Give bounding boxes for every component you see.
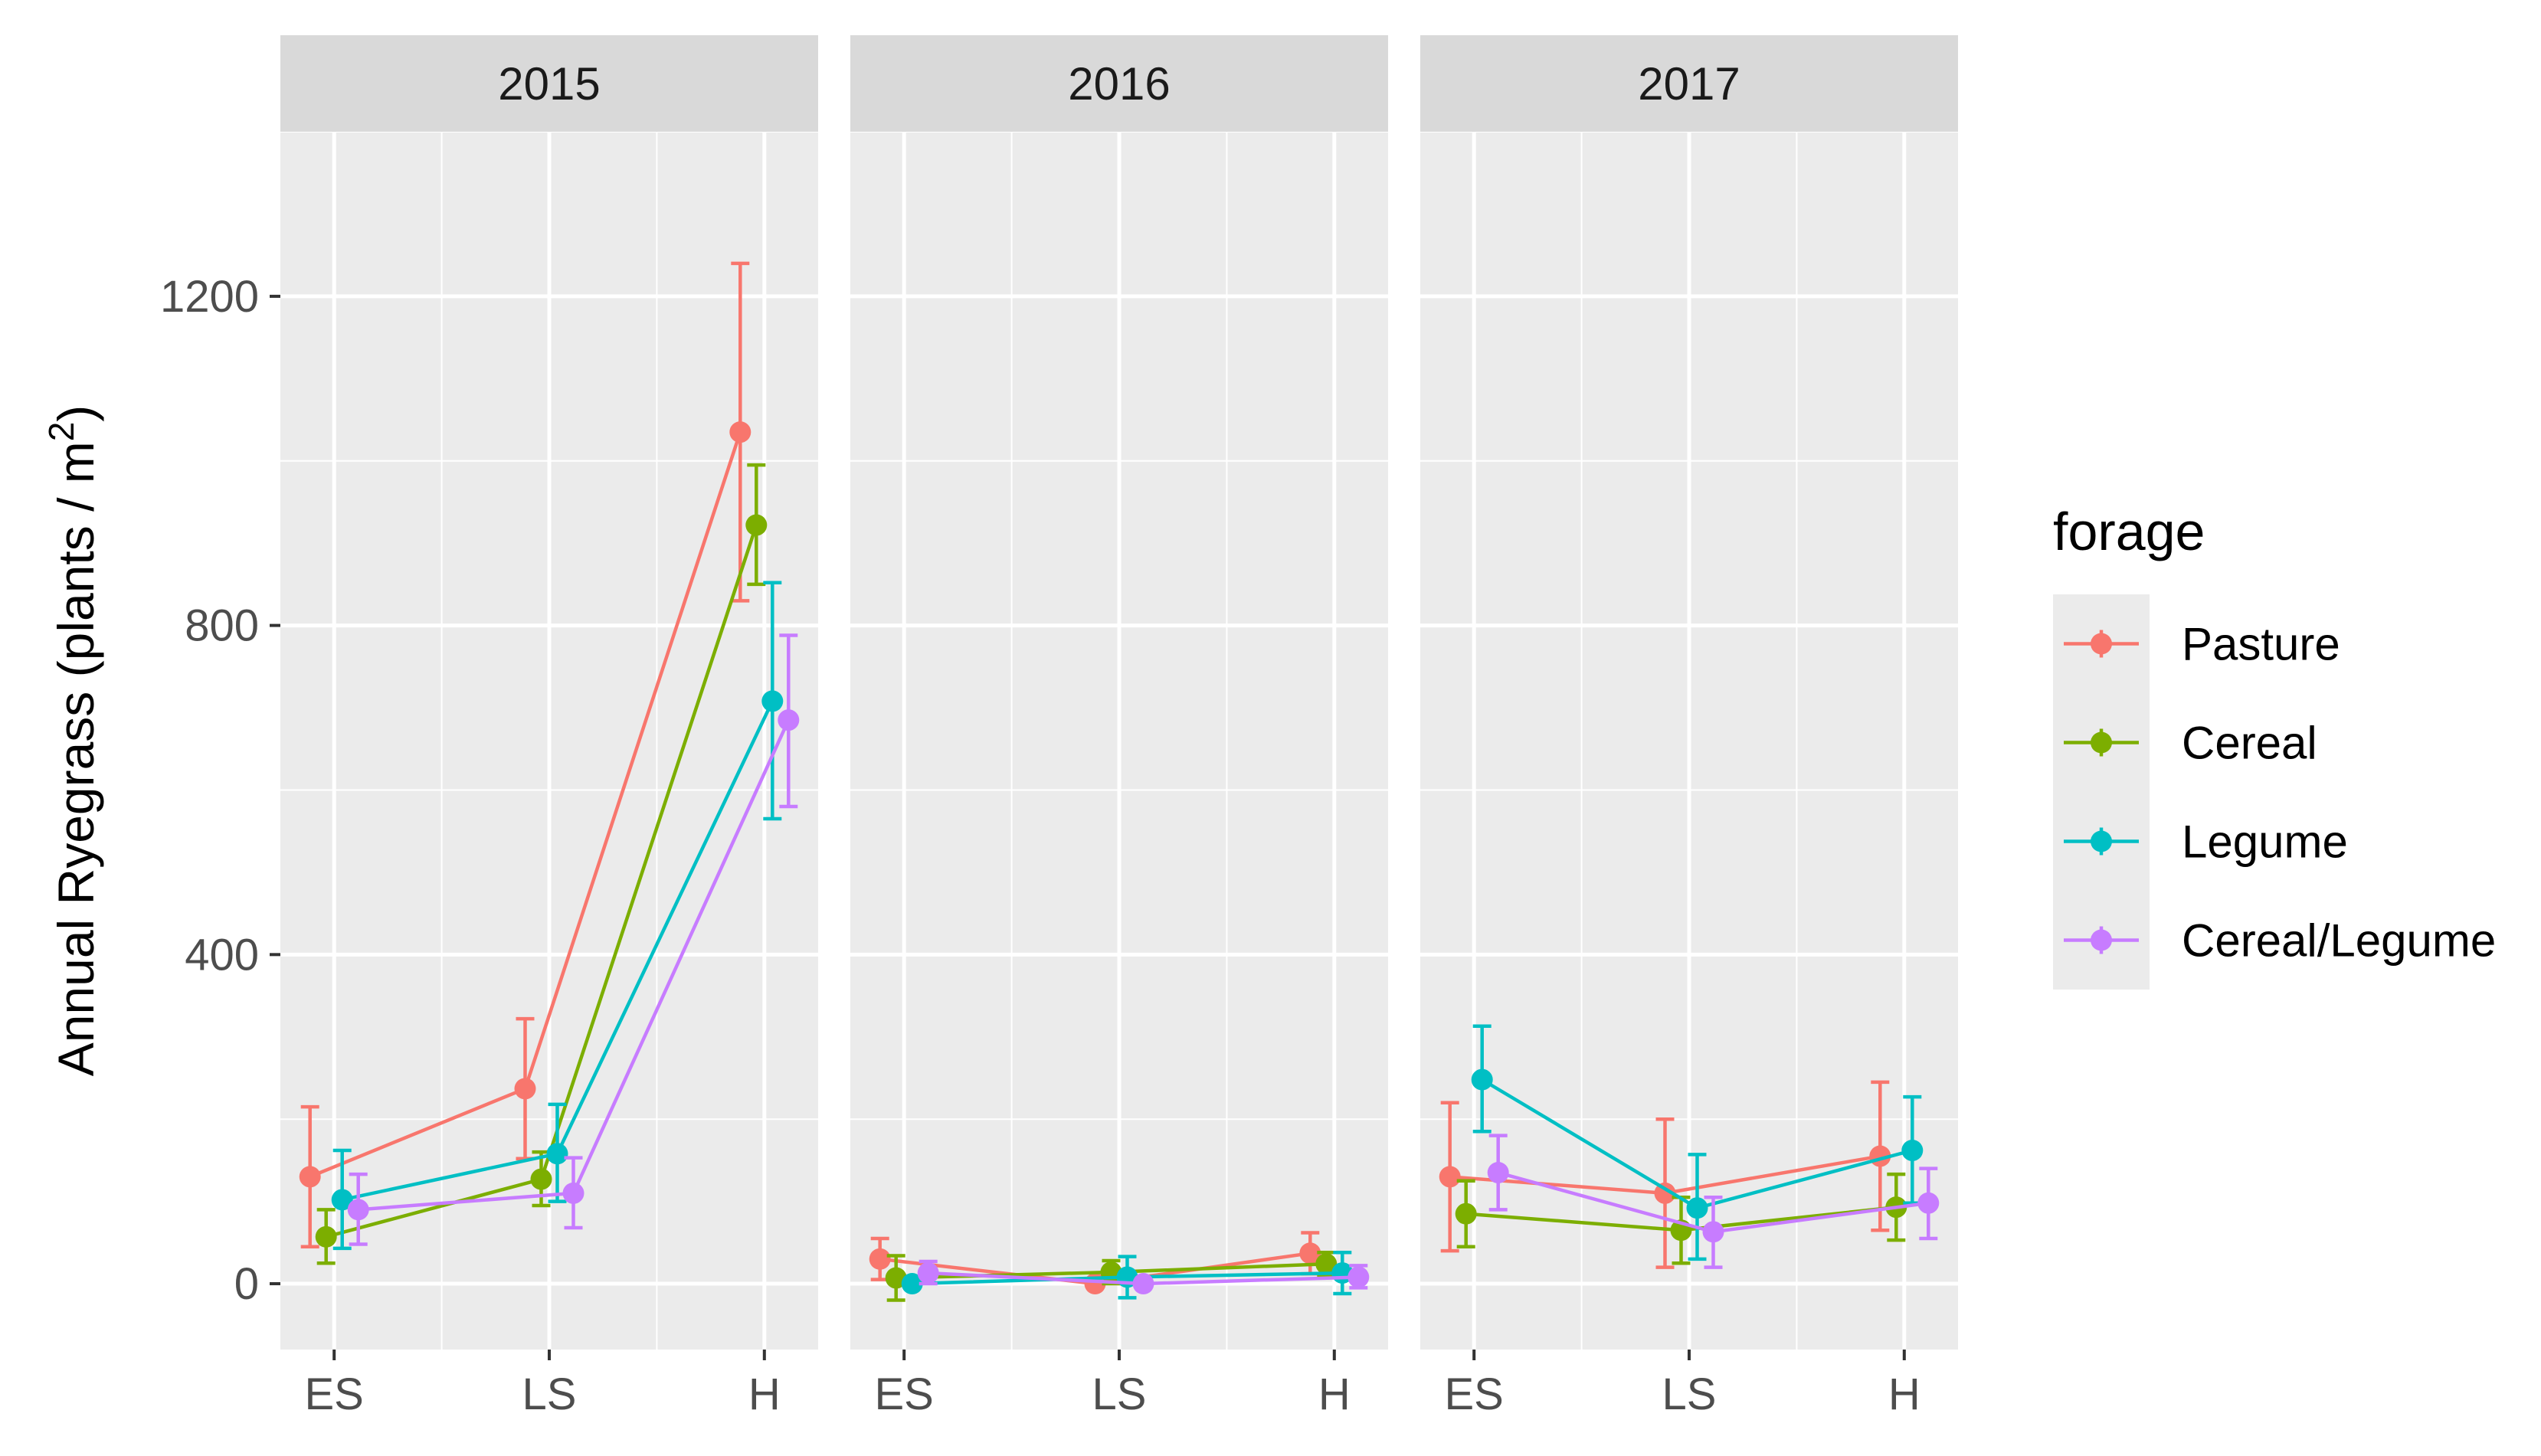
legend-label: Cereal/Legume: [2182, 915, 2496, 967]
data-point: [546, 1143, 568, 1165]
axes: ES LS H ES LS H ES LS H 0 400 800 1200 Annual Ryegras…: [41, 272, 1920, 1419]
data-point: [869, 1248, 891, 1270]
data-point: [514, 1078, 536, 1100]
facet-strip-label: 2015: [498, 58, 600, 110]
y-tick-label: 400: [185, 930, 259, 980]
y-tick-label: 1200: [160, 272, 259, 322]
y-tick-label: 800: [185, 601, 259, 651]
data-point: [917, 1262, 939, 1284]
data-point: [1299, 1242, 1321, 1265]
data-point: [1471, 1068, 1493, 1091]
data-point: [299, 1166, 321, 1188]
data-point: [1686, 1197, 1708, 1219]
data-point: [885, 1267, 907, 1289]
legend-key-point: [2091, 633, 2112, 655]
facet-strip-2016: [850, 35, 1388, 132]
legend-key-point: [2091, 929, 2112, 951]
x-tick-label: LS: [1092, 1369, 1147, 1419]
x-tick-label: ES: [1445, 1369, 1504, 1419]
facet-strip-label: 2017: [1638, 58, 1740, 110]
data-point: [1917, 1192, 1940, 1214]
data-point: [1455, 1202, 1477, 1225]
x-tick-label: H: [1888, 1369, 1920, 1419]
x-tick-label: H: [748, 1369, 781, 1419]
legend-label: Pasture: [2182, 619, 2340, 670]
data-point: [778, 709, 800, 731]
data-layer: [299, 261, 1940, 1302]
data-point: [1439, 1166, 1461, 1188]
y-axis-title-superscript: 2: [41, 422, 81, 442]
y-axis-title-main: Annual Ryegrass (plants / m: [47, 441, 104, 1076]
y-axis-title-tail: ): [47, 405, 104, 422]
data-point: [562, 1182, 584, 1204]
facet-strip-2017: [1420, 35, 1958, 132]
legend-title: forage: [2053, 502, 2205, 561]
x-tick-label: H: [1318, 1369, 1351, 1419]
legend-key-point: [2091, 731, 2112, 754]
legend-label: Cereal: [2182, 718, 2317, 769]
legend-key-point: [2091, 830, 2112, 852]
data-point: [761, 690, 784, 712]
data-point: [315, 1225, 337, 1248]
data-point: [1702, 1221, 1724, 1243]
data-point: [530, 1168, 552, 1190]
legend-label: Legume: [2182, 816, 2348, 868]
data-point: [901, 1273, 923, 1295]
y-tick-label: 0: [234, 1259, 259, 1309]
facet-strip-label: 2016: [1068, 58, 1170, 110]
x-tick-label: ES: [875, 1369, 934, 1419]
legend: forage Pasture Cereal Legume Cereal/Legume: [2053, 502, 2496, 990]
x-tick-label: LS: [1662, 1369, 1717, 1419]
data-point: [729, 421, 751, 443]
data-point: [1132, 1273, 1154, 1295]
y-axis-title: Annual Ryegrass (plants / m2): [41, 405, 104, 1077]
data-point: [745, 514, 768, 536]
facet-strips: 2015 2016 2017: [280, 35, 1958, 132]
data-point: [1347, 1266, 1370, 1288]
data-point: [1901, 1140, 1924, 1162]
data-point: [1315, 1253, 1338, 1275]
data-point: [1654, 1182, 1676, 1204]
x-tick-label: ES: [305, 1369, 364, 1419]
facet-strip-2015: [280, 35, 818, 132]
x-tick-label: LS: [522, 1369, 577, 1419]
data-point: [1487, 1162, 1509, 1184]
data-point: [347, 1199, 369, 1221]
data-point: [331, 1189, 353, 1211]
